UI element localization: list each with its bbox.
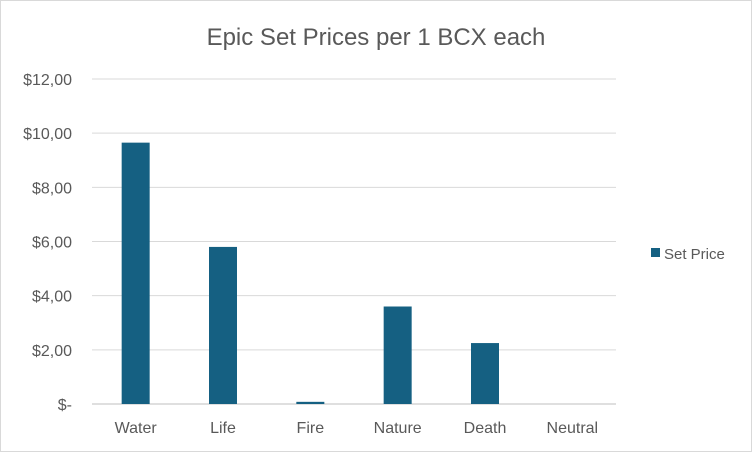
- gridlines: [92, 78, 616, 405]
- legend-swatch-set-price: [651, 248, 660, 257]
- bar-nature: [383, 306, 412, 404]
- x-tick-label: Neutral: [547, 420, 599, 437]
- legend-label-set-price: Set Price: [664, 246, 725, 263]
- x-tick-label: Nature: [374, 420, 422, 437]
- x-tick-label: Death: [464, 420, 507, 437]
- bar-fire: [296, 401, 325, 404]
- bars: [121, 142, 499, 405]
- bar-death: [471, 343, 499, 404]
- legend: Set Price: [651, 246, 725, 263]
- y-tick-label: $2,00: [32, 343, 72, 360]
- x-tick-label: Life: [210, 420, 236, 437]
- x-axis-ticks: Water Life Fire Nature Death Neutral: [115, 420, 598, 437]
- y-tick-label: $6,00: [32, 235, 72, 252]
- y-tick-label: $4,00: [32, 289, 72, 306]
- y-axis-ticks: $- $2,00 $4,00 $6,00 $8,00 $10,00 $12,00: [23, 72, 72, 414]
- bar-water: [121, 142, 150, 405]
- y-tick-label: $10,00: [23, 126, 72, 143]
- x-tick-label: Fire: [297, 420, 325, 437]
- y-tick-label: $-: [58, 397, 72, 414]
- y-tick-label: $12,00: [23, 72, 72, 89]
- x-tick-label: Water: [115, 420, 158, 437]
- bar-life: [209, 246, 237, 404]
- y-tick-label: $8,00: [32, 180, 72, 197]
- chart-title: Epic Set Prices per 1 BCX each: [207, 24, 546, 51]
